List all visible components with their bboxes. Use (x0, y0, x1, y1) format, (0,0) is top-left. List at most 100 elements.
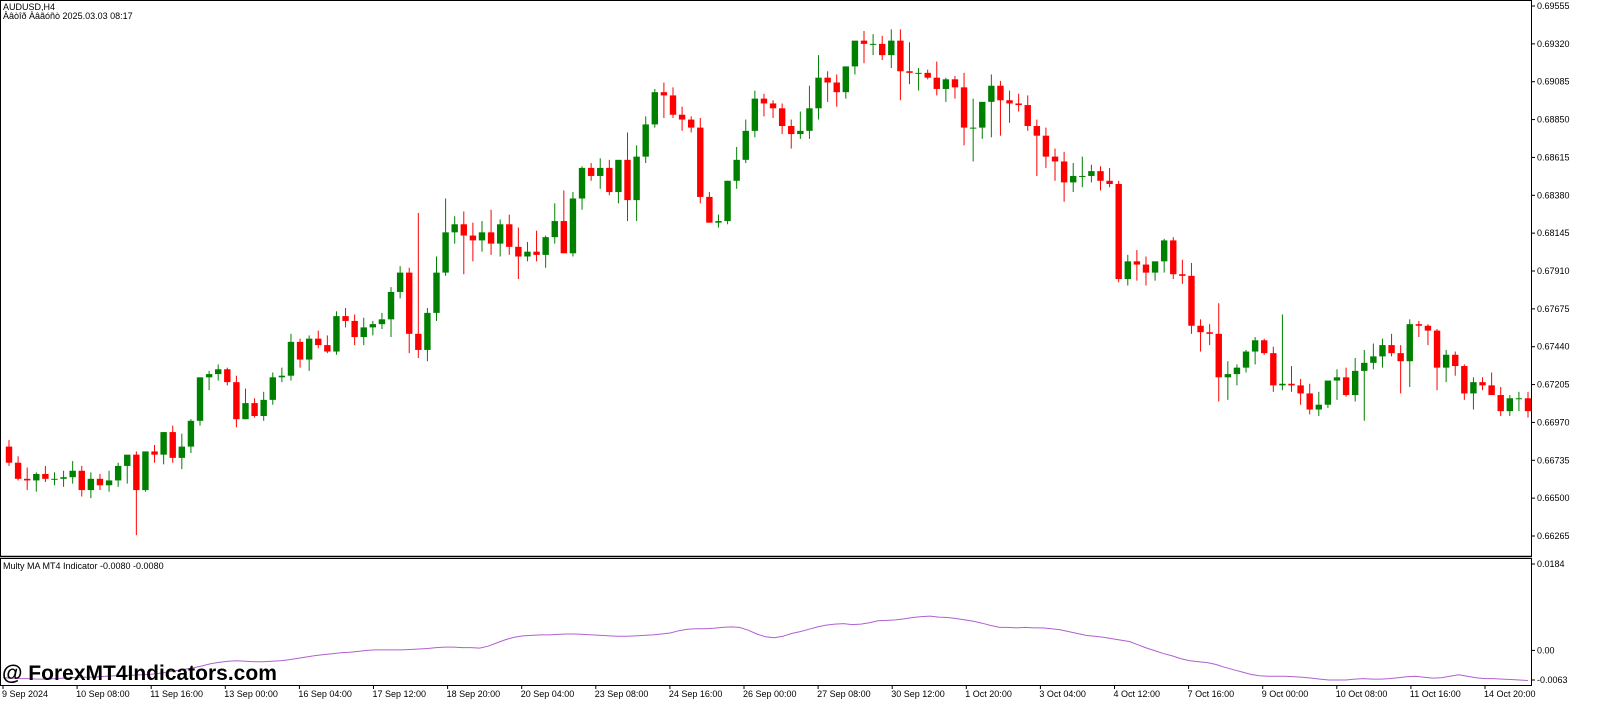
candle-body (1006, 100, 1013, 104)
time-tick-label: 1 Oct 20:00 (965, 689, 1012, 699)
candle-body (633, 156, 640, 201)
candle-body (233, 382, 240, 420)
candle-body (587, 167, 595, 176)
candle-body (196, 377, 204, 421)
candle-body (1333, 377, 1341, 381)
candle-body (806, 108, 813, 131)
price-tick-label: 0.68145 (1537, 228, 1570, 238)
candle-body (1060, 161, 1068, 183)
candle-body (742, 130, 749, 160)
candle-body (487, 232, 495, 244)
time-tick-label: 9 Sep 2024 (2, 689, 48, 699)
candle-body (133, 454, 140, 491)
candle-body (1452, 354, 1459, 367)
candle-body (651, 92, 659, 125)
candle-body (1361, 362, 1368, 371)
candle-body (506, 224, 513, 247)
candle-body (678, 114, 686, 120)
candle-body (1070, 175, 1077, 183)
time-tick-label: 7 Oct 16:00 (1188, 689, 1235, 699)
candle-body (960, 87, 968, 128)
candle-body (715, 221, 722, 223)
indicator-line-series (2, 615, 1529, 681)
indicator-frame (0, 558, 1532, 686)
candle-body (160, 432, 167, 455)
candle-body (114, 465, 122, 481)
price-tick-label: 0.66265 (1537, 531, 1570, 541)
candle-body (478, 232, 486, 241)
candle-body (1042, 135, 1050, 157)
candle-body (187, 420, 195, 447)
candle-body (687, 119, 695, 128)
candle-body (1351, 370, 1359, 396)
candle-body (833, 82, 840, 93)
candle-body (1324, 380, 1332, 405)
candle-body (1388, 345, 1395, 354)
candle-body (424, 312, 431, 350)
candle-body (778, 108, 786, 127)
candle-body (378, 319, 386, 325)
candle-body (469, 235, 477, 241)
candle-body (42, 473, 49, 479)
candle-body (1051, 156, 1059, 162)
price-axis: 0.69555 0.69320 0.69085 0.68850 0.68615 0.683… (1531, 1, 1570, 541)
candle-body (560, 221, 568, 254)
candle-body (260, 399, 267, 416)
candle-body (824, 77, 831, 83)
candle-body (1179, 274, 1186, 276)
time-tick-label: 26 Sep 00:00 (743, 689, 797, 699)
candle-body (1279, 383, 1286, 386)
candle-body (251, 403, 258, 416)
candle-body (215, 369, 222, 375)
candle-body (396, 272, 404, 292)
candle-body (342, 316, 349, 321)
candle-body (1160, 240, 1168, 262)
candle-body (305, 338, 313, 360)
candle-body (242, 403, 249, 420)
price-tick-label: 0.66970 (1537, 417, 1570, 427)
candle-body (551, 221, 558, 238)
candle-body (387, 291, 395, 320)
candle-body (724, 180, 731, 222)
indicator-tick-label: 0.0184 (1537, 559, 1565, 569)
candle-body (369, 324, 377, 328)
candle-body (851, 40, 859, 67)
price-tick-label: 0.69555 (1537, 1, 1570, 11)
time-tick-label: 27 Sep 08:00 (817, 689, 871, 699)
candle-body (78, 470, 85, 491)
candle-body (860, 40, 868, 44)
candle-body (1106, 180, 1113, 185)
candle-body (751, 98, 759, 131)
candle-body (1079, 175, 1086, 177)
price-tick-label: 0.68380 (1537, 190, 1570, 200)
candle-body (915, 72, 922, 74)
candle-body (869, 43, 877, 45)
time-tick-label: 11 Sep 16:00 (150, 689, 203, 699)
candle-body (1306, 393, 1313, 410)
chart-subtitle: Àâòîð Àâãóñò 2025.03.03 08:17 (3, 11, 133, 21)
candle-body (1379, 345, 1386, 357)
time-tick-label: 23 Sep 08:00 (595, 689, 649, 699)
time-tick-label: 10 Sep 08:00 (76, 689, 130, 699)
candle-body (5, 446, 13, 463)
candle-body (1406, 324, 1413, 362)
candle-body (1506, 398, 1514, 412)
candle-body (1088, 171, 1095, 176)
candle-body (333, 316, 340, 352)
candle-body (733, 159, 740, 181)
candle-body (1033, 126, 1041, 136)
candle-body (51, 478, 58, 480)
indicator-axis: 0.0184 0.00 -0.0063 (1531, 559, 1568, 685)
candle-body (569, 198, 577, 254)
candle-body (606, 167, 613, 193)
price-tick-label: 0.67675 (1537, 304, 1570, 314)
candle-body (278, 375, 286, 378)
candle-body (1442, 354, 1450, 368)
candle-body (878, 43, 886, 56)
candle-body (1288, 383, 1295, 386)
time-tick-label: 14 Oct 20:00 (1484, 689, 1536, 699)
indicator-tick-label: 0.00 (1537, 645, 1555, 655)
candle-body (1424, 325, 1432, 331)
